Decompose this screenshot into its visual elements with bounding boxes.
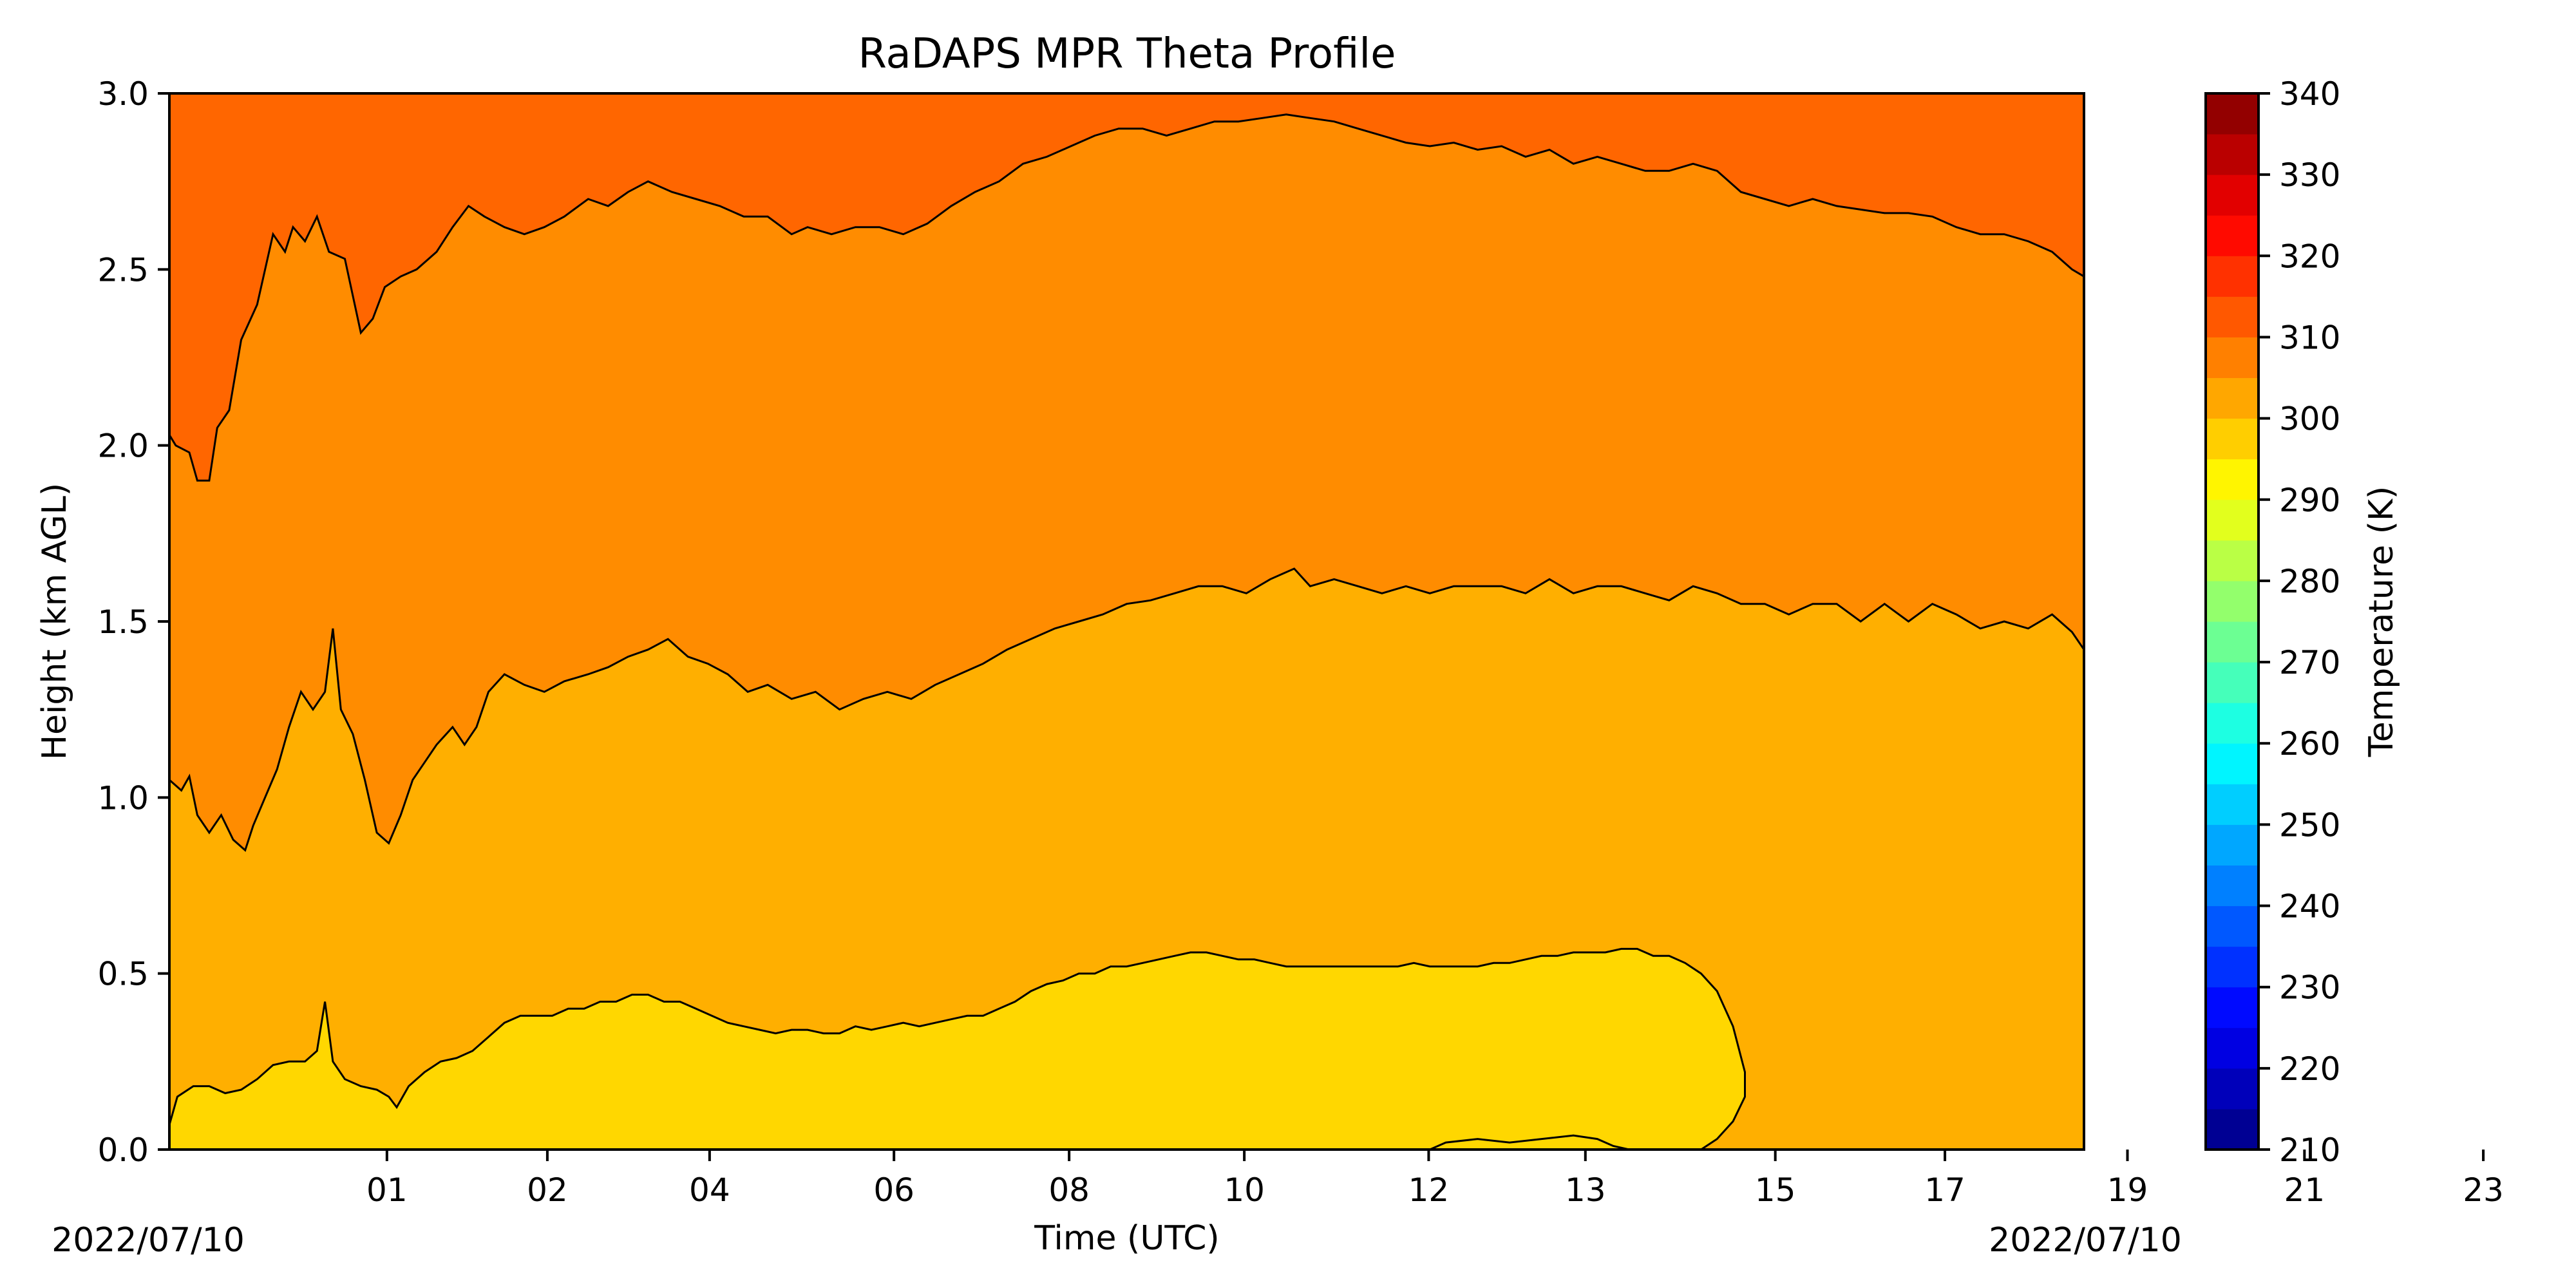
colorbar-bin [2206, 1068, 2259, 1110]
start-date-label: 2022/07/10 [52, 1221, 245, 1260]
x-tick-label: 08 [1048, 1171, 1090, 1209]
y-tick-label: 0.5 [97, 956, 149, 993]
chart-title: RaDAPS MPR Theta Profile [858, 30, 1396, 78]
colorbar [2206, 93, 2259, 1150]
colorbar-bin [2206, 256, 2259, 297]
contour-lines [169, 113, 2084, 1150]
y-axis: 0.0 0.5 1.0 1.5 2.0 2.5 3.0 [97, 75, 169, 1169]
colorbar-bin [2206, 175, 2259, 216]
colorbar-bin [2206, 946, 2259, 988]
colorbar-bin [2206, 662, 2259, 703]
colorbar-bin [2206, 134, 2259, 175]
colorbar-bin [2206, 743, 2259, 784]
x-tick-label: 12 [1408, 1171, 1450, 1209]
colorbar-tick-label: 290 [2279, 482, 2340, 519]
x-axis: 01 02 04 06 08 10 12 13 15 17 19 21 23 [366, 1150, 2504, 1209]
colorbar-tick-label: 210 [2279, 1132, 2340, 1169]
colorbar-tick-label: 270 [2279, 644, 2340, 681]
colorbar-label: Temperature (K) [2362, 486, 2401, 758]
colorbar-bin [2206, 377, 2259, 419]
x-tick-label: 01 [366, 1171, 408, 1209]
plot-area [169, 93, 2084, 1150]
y-tick-label: 1.5 [97, 603, 149, 641]
colorbar-ticks: 210 220 230 240 250 260 270 280 290 300 310 320 330 3… [2259, 75, 2340, 1169]
colorbar-bin [2206, 499, 2259, 541]
contour-line-lower [169, 947, 1746, 1150]
colorbar-bin [2206, 865, 2259, 907]
colorbar-tick-label: 310 [2279, 319, 2340, 356]
x-tick-label: 13 [1565, 1171, 1606, 1209]
colorbar-tick-label: 240 [2279, 888, 2340, 925]
y-tick-label: 0.0 [97, 1132, 149, 1169]
y-axis-label: Height (km AGL) [35, 483, 74, 760]
colorbar-bin [2206, 418, 2259, 460]
colorbar-tick-label: 250 [2279, 806, 2340, 844]
x-tick-label: 15 [1755, 1171, 1796, 1209]
colorbar-bin [2206, 1108, 2259, 1150]
colorbar-bin [2206, 784, 2259, 825]
colorbar-tick-label: 260 [2279, 725, 2340, 762]
colorbar-bin [2206, 621, 2259, 663]
x-tick-label: 10 [1224, 1171, 1265, 1209]
colorbar-bin [2206, 296, 2259, 337]
x-tick-label: 19 [2107, 1171, 2148, 1209]
colorbar-tick-label: 300 [2279, 401, 2340, 438]
colorbar-tick-label: 330 [2279, 156, 2340, 194]
x-axis-label: Time (UTC) [1034, 1219, 1219, 1258]
x-tick-label: 21 [2284, 1171, 2325, 1209]
colorbar-bin [2206, 824, 2259, 866]
colorbar-tick-label: 320 [2279, 238, 2340, 275]
colorbar-bin [2206, 337, 2259, 379]
colorbar-bin [2206, 93, 2259, 135]
colorbar-bin [2206, 459, 2259, 500]
contour-line-upper [169, 113, 2084, 482]
colorbar-bin [2206, 703, 2259, 744]
colorbar-bin [2206, 1027, 2259, 1069]
y-tick-label: 3.0 [97, 75, 149, 113]
colorbar-frame [2204, 92, 2260, 1151]
x-tick-label: 06 [873, 1171, 914, 1209]
x-tick-label: 17 [1924, 1171, 1965, 1209]
x-tick-label: 02 [527, 1171, 568, 1209]
y-tick-label: 2.5 [97, 251, 149, 289]
colorbar-bin [2206, 905, 2259, 947]
contour-line-surface [1429, 1134, 1630, 1150]
colorbar-bin [2206, 215, 2259, 256]
y-tick-label: 1.0 [97, 779, 149, 817]
region-295-300 [169, 949, 1745, 1150]
y-tick-label: 2.0 [97, 428, 149, 465]
contour-line-middle [169, 567, 2084, 852]
colorbar-tick-label: 220 [2279, 1050, 2340, 1088]
colorbar-tick-label: 340 [2279, 75, 2340, 113]
x-tick-label: 23 [2463, 1171, 2504, 1209]
x-tick-label: 04 [689, 1171, 730, 1209]
colorbar-bin [2206, 580, 2259, 622]
end-date-label: 2022/07/10 [1989, 1221, 2182, 1260]
colorbar-tick-label: 280 [2279, 563, 2340, 600]
colorbar-bin [2206, 540, 2259, 582]
colorbar-tick-label: 230 [2279, 969, 2340, 1007]
colorbar-bin [2206, 987, 2259, 1028]
